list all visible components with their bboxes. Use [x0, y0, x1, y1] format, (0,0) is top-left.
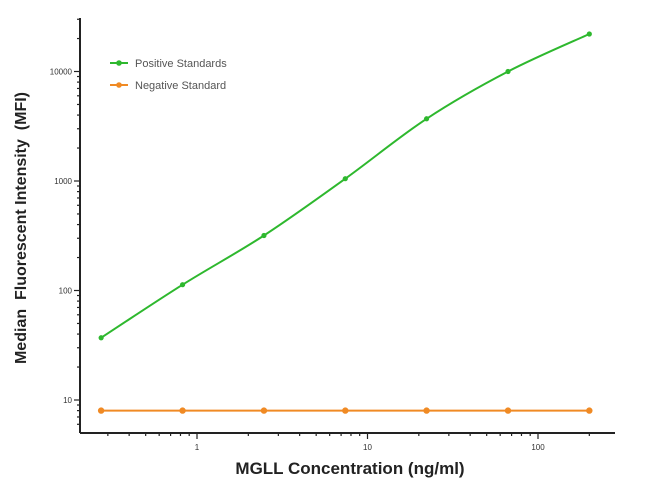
data-point	[261, 232, 267, 239]
data-point	[342, 407, 349, 414]
data-point	[505, 68, 511, 75]
y-tick-label: 10000	[50, 68, 73, 77]
data-point	[179, 407, 186, 414]
data-point	[423, 407, 430, 414]
legend-label: Positive Standards	[135, 58, 227, 70]
legend-label: Negative Standard	[135, 80, 226, 92]
x-tick-label: 100	[531, 443, 545, 452]
series-layer	[97, 31, 593, 414]
data-point	[97, 407, 105, 414]
data-point	[586, 407, 593, 414]
data-point	[504, 407, 512, 414]
data-point	[98, 335, 104, 341]
data-point	[423, 116, 430, 122]
y-axis-label: Median Fluorescent Intensity (MFI)	[13, 92, 30, 364]
y-tick-label: 1000	[54, 177, 72, 186]
data-point	[260, 407, 268, 414]
legend-marker	[116, 82, 122, 88]
y-tick-label: 100	[59, 287, 73, 296]
data-point	[586, 31, 592, 37]
axes: 1 10 100 10 100 1000 10000	[50, 18, 615, 452]
legend: Positive Standards Negative Standard	[110, 58, 227, 92]
y-tick-label: 10	[63, 396, 72, 405]
legend-marker	[116, 60, 122, 66]
data-point	[342, 176, 348, 182]
x-tick-label: 10	[363, 443, 372, 452]
x-tick-label: 1	[195, 443, 200, 452]
data-point	[179, 282, 186, 288]
x-axis-label: MGLL Concentration (ng/ml)	[235, 459, 464, 478]
